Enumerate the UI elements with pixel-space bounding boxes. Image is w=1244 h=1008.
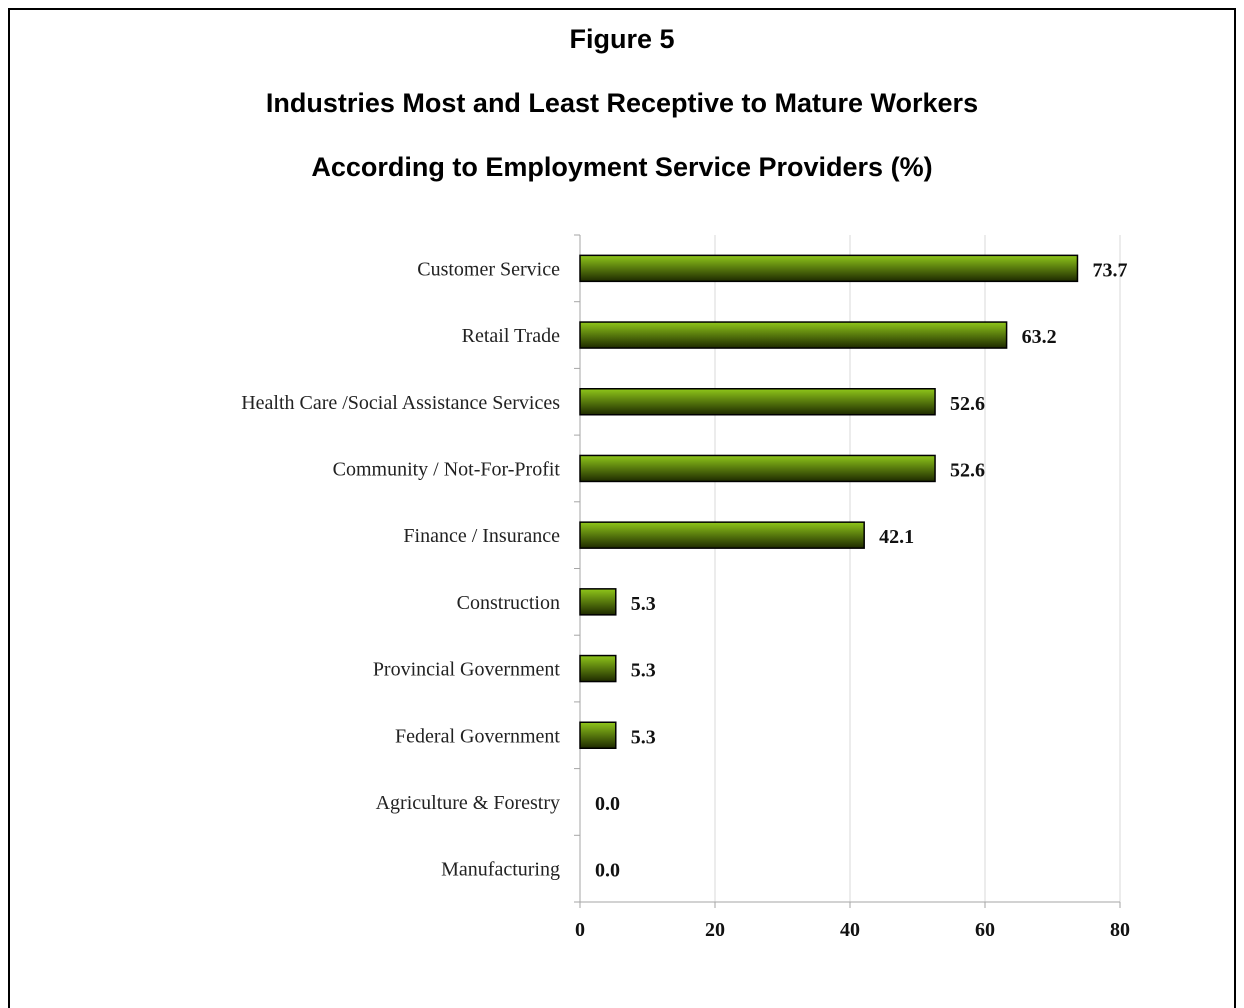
figure-frame (8, 8, 1236, 1008)
bar (579, 454, 936, 483)
bar (579, 521, 865, 549)
x-tick-label: 80 (1110, 919, 1130, 941)
bar (579, 321, 1008, 349)
chart-title-line-1: Industries Most and Least Receptive to M… (265, 88, 979, 118)
data-label: 52.6 (950, 393, 985, 415)
labels: 0 20 40 60 80 Customer Service 73.7 Retail Trad… (241, 258, 1130, 941)
chart-title-line-2: According to Employment Service Provider… (311, 152, 933, 182)
category-label: Provincial Government (373, 659, 561, 681)
category-label: Federal Government (395, 725, 560, 747)
category-label: Health Care /Social Assistance Services (241, 392, 560, 414)
data-label: 0.0 (595, 860, 620, 882)
bar (579, 588, 617, 616)
x-tick-label: 20 (705, 919, 725, 941)
data-label: 63.2 (1022, 326, 1057, 348)
bar (579, 654, 617, 683)
bar (579, 721, 617, 749)
data-label: 5.3 (631, 726, 656, 748)
bars (579, 254, 1079, 749)
data-label: 52.6 (950, 459, 985, 481)
data-label: 5.3 (631, 660, 656, 682)
data-label: 5.3 (631, 593, 656, 615)
category-label: Customer Service (417, 258, 560, 280)
x-tick-label: 40 (840, 919, 860, 941)
figure-number: Figure 5 (569, 24, 675, 54)
category-label: Community / Not-For-Profit (333, 458, 561, 480)
category-label: Construction (457, 592, 560, 614)
category-label: Finance / Insurance (403, 525, 560, 547)
category-label: Retail Trade (462, 325, 560, 347)
category-label: Manufacturing (441, 859, 560, 881)
category-label: Agriculture & Forestry (376, 792, 560, 814)
data-label: 73.7 (1092, 259, 1127, 281)
x-tick-label: 0 (575, 919, 585, 941)
bar (579, 388, 936, 416)
x-tick-label: 60 (975, 919, 995, 941)
data-label: 0.0 (595, 793, 620, 815)
data-label: 42.1 (879, 526, 914, 548)
bar (579, 254, 1079, 283)
